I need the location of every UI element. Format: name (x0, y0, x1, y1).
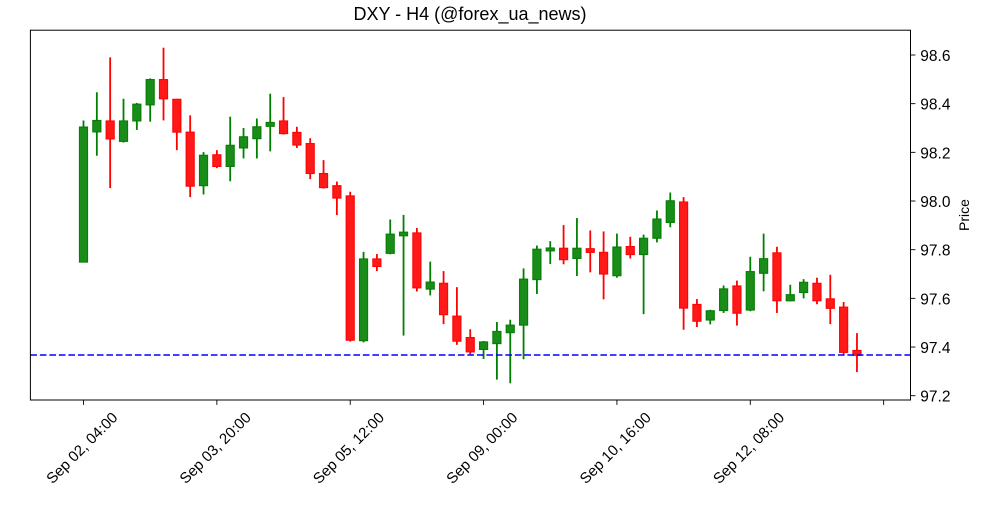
svg-text:98.0: 98.0 (920, 194, 951, 211)
svg-text:98.6: 98.6 (920, 48, 950, 65)
svg-text:97.6: 97.6 (920, 291, 950, 308)
svg-text:97.2: 97.2 (920, 389, 950, 406)
svg-text:97.8: 97.8 (920, 243, 950, 260)
svg-text:98.2: 98.2 (920, 145, 950, 162)
svg-text:97.4: 97.4 (920, 340, 951, 357)
svg-text:DXY - H4 (@forex_ua_news): DXY - H4 (@forex_ua_news) (353, 4, 586, 25)
svg-text:Price: Price (956, 199, 972, 231)
svg-text:98.4: 98.4 (920, 97, 951, 114)
